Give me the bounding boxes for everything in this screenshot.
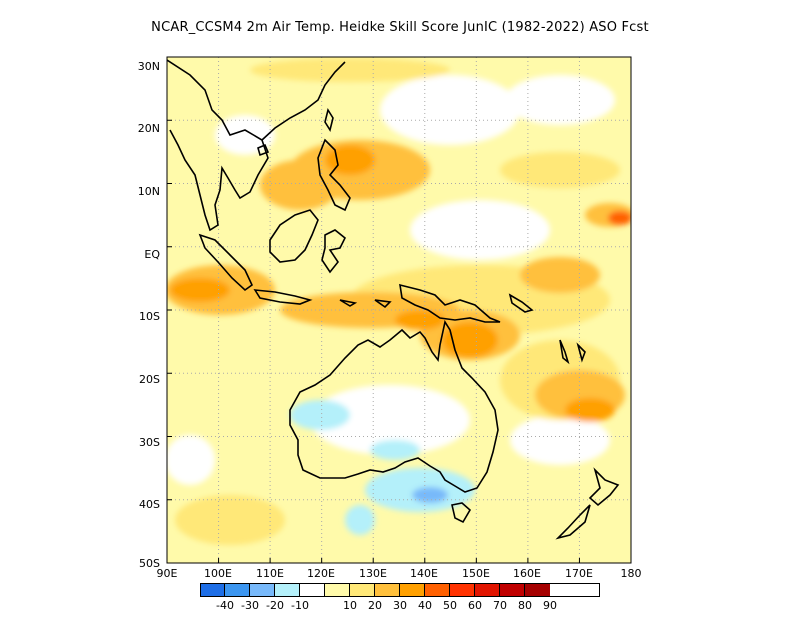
colorbar-label-70: 70 <box>493 599 507 612</box>
coastlines <box>167 59 620 540</box>
colorbar-label-m20: -20 <box>266 599 284 612</box>
colorbar-label-30: 30 <box>393 599 407 612</box>
lat-label-50s: 50S <box>139 557 160 570</box>
axis-ticks <box>166 56 632 564</box>
colorbar-box <box>500 583 525 597</box>
colorbar-label-50: 50 <box>443 599 457 612</box>
colorbar-box <box>525 583 550 597</box>
colorbar-label-20: 20 <box>368 599 382 612</box>
colorbar-label-90: 90 <box>543 599 557 612</box>
colorbar-box <box>400 583 425 597</box>
colorbar-label-10: 10 <box>343 599 357 612</box>
lon-label-170e: 170E <box>565 567 593 580</box>
colorbar-box <box>300 583 325 597</box>
lat-label-10s: 10S <box>139 310 160 323</box>
lon-label-140e: 140E <box>410 567 438 580</box>
lon-label-90e: 90E <box>156 567 178 580</box>
colorbar-box <box>200 583 225 597</box>
lon-label-100e: 100E <box>204 567 232 580</box>
colorbar-box <box>275 583 300 597</box>
colorbar-label-40: 40 <box>418 599 432 612</box>
lon-label-150e: 150E <box>462 567 490 580</box>
colorbar <box>200 583 550 597</box>
lon-label-110e: 110E <box>256 567 284 580</box>
lat-label-10n: 10N <box>137 185 160 198</box>
lon-label-160e: 160E <box>513 567 541 580</box>
colorbar-label-60: 60 <box>468 599 482 612</box>
colorbar-box <box>475 583 500 597</box>
lon-label-130e: 130E <box>359 567 387 580</box>
colorbar-label-80: 80 <box>518 599 532 612</box>
colorbar-box <box>450 583 475 597</box>
lon-label-120e: 120E <box>307 567 335 580</box>
colorbar-box <box>425 583 450 597</box>
lat-label-30n: 30N <box>137 60 160 73</box>
lat-label-40s: 40S <box>139 498 160 511</box>
colorbar-box <box>250 583 275 597</box>
colorbar-label-m10: -10 <box>291 599 309 612</box>
map-title: NCAR_CCSM4 2m Air Temp. Heidke Skill Sco… <box>151 20 649 35</box>
colorbar-box <box>225 583 250 597</box>
lon-label-180: 180 <box>620 567 642 580</box>
lat-label-20s: 20S <box>139 373 160 386</box>
colorbar-label-m30: -30 <box>241 599 259 612</box>
colorbar-box <box>350 583 375 597</box>
colorbar-box <box>325 583 350 597</box>
lat-label-20n: 20N <box>137 122 160 135</box>
lat-label-30s: 30S <box>139 436 160 449</box>
colorbar-label-m40: -40 <box>216 599 234 612</box>
lat-label-eq: EQ <box>144 248 160 261</box>
colorbar-box <box>375 583 400 597</box>
